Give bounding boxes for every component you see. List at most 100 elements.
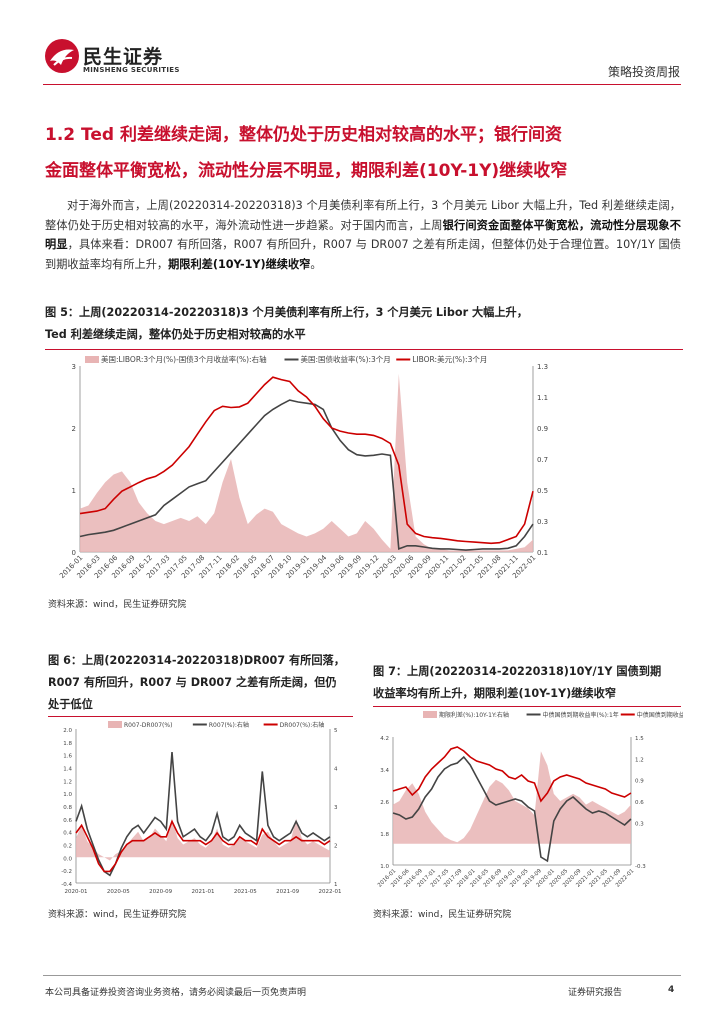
- fig6-x-tick: 2020-05: [107, 889, 130, 895]
- report-type-label: 策略投资周报: [607, 65, 680, 79]
- fig6-x-tick: 2022-01: [319, 889, 342, 895]
- section-heading-line-1: 1.2 Ted 利差继续走阔，整体仍处于历史相对较高的水平；银行间资: [45, 125, 562, 145]
- paragraph-bold-2: 期限利差(10Y-1Y)继续收窄: [168, 257, 311, 271]
- fig7-legend-label: 期限利差(%):10Y-1Y:右轴: [439, 711, 509, 719]
- fig6-rule: [48, 716, 353, 717]
- fig6-title-line-1: 图 6：上周(20220314-20220318)DR007 有所回落，: [48, 654, 345, 667]
- fig5-series-line-1: [79, 399, 534, 551]
- section-heading-line-2: 金面整体平衡宽松，流动性分层不明显，期限利差(10Y-1Y)继续收窄: [45, 161, 568, 181]
- fig6-title: 图 6：上周(20220314-20220318)DR007 有所回落， R00…: [48, 650, 358, 716]
- footer-divider: [43, 975, 681, 976]
- fig6-legend-label: R007-DR007(%): [124, 722, 172, 729]
- fig6-title-line-3: 处于低位: [48, 698, 93, 711]
- fig6-chart: -0.4 -0.2 0.0 0.2 0.4 0.6 0.8 1.0 1.2 1.4 1.6 1.8 2.…: [48, 717, 358, 902]
- fig7-y-tick-left: 1.8: [380, 832, 389, 838]
- page-number: 4: [668, 985, 675, 995]
- fig5-y-tick-right: 0.7: [537, 456, 548, 464]
- fig6-x-tick: 2021-05: [234, 889, 257, 895]
- fig6-source: 资料来源：wind，民生证券研究院: [48, 910, 187, 920]
- fig7-y-tick-right: 1.2: [635, 757, 644, 763]
- fig7-y-tick-left: 1.0: [380, 864, 389, 870]
- fig7-legend-swatch: [423, 711, 437, 718]
- logo-chinese-name: 民生证券: [83, 46, 164, 68]
- fig6-y-tick-left: 1.8: [63, 741, 72, 747]
- fig6-y-tick-right: 3: [334, 805, 338, 811]
- fig6-y-tick-left: 0.8: [63, 805, 72, 811]
- fig6-y-tick-right: 4: [334, 767, 338, 773]
- fig6-legend-label: R007(%):右轴: [209, 721, 249, 729]
- fig5-title: 图 5：上周(20220314-20220318)3 个月美债利率有所上行，3 …: [45, 302, 685, 346]
- fig5-y-tick-right: 1.1: [537, 394, 548, 402]
- fig7-source: 资料来源：wind，民生证券研究院: [373, 910, 512, 920]
- fig7-y-tick-left: 3.4: [380, 768, 389, 774]
- fig7-title-line-1: 图 7：上周(20220314-20220318)10Y/1Y 国债到期: [373, 665, 662, 678]
- fig5-y-tick-left: 1: [72, 487, 76, 495]
- fig6-y-tick-left: 2.0: [63, 728, 72, 734]
- fig6-y-tick-right: 1: [334, 882, 338, 888]
- fig7-y-tick-right: -0.3: [635, 864, 646, 870]
- fig6-series-area-0: [76, 818, 330, 861]
- fig5-series-line-2: [79, 376, 534, 545]
- fig7-rule: [373, 706, 681, 707]
- fig6-series-line-1: [75, 752, 331, 877]
- fig5-y-tick-right: 0.3: [537, 518, 548, 526]
- fig7-y-tick-right: 0.9: [635, 779, 644, 785]
- fig5-series-area-0: [80, 373, 533, 552]
- logo-english-name: MINSHENG SECURITIES: [83, 66, 180, 74]
- fig7-y-tick-left: 4.2: [380, 736, 389, 742]
- fig5-y-tick-right: 0.5: [537, 487, 548, 495]
- fig6-y-tick-left: 0.4: [63, 831, 72, 837]
- fig6-y-tick-left: 1.4: [63, 767, 72, 773]
- fig7-chart: 1.01.82.63.44.2-0.30.30.60.91.21.52016-0…: [373, 707, 683, 902]
- fig6-y-tick-left: 0.0: [63, 856, 72, 862]
- fig5-legend-label: LIBOR:美元(%):3个月: [412, 354, 487, 364]
- fig6-x-tick: 2020-09: [149, 889, 172, 895]
- fig5-legend-label: 美国:国债收益率(%):3个月: [301, 354, 391, 364]
- fig5-y-tick-left: 0: [72, 549, 76, 557]
- fig5-legend-swatch: [85, 356, 99, 363]
- fig6-y-tick-left: 0.6: [63, 818, 72, 824]
- company-logo: 民生证券 MINSHENG SECURITIES: [43, 37, 179, 81]
- fig6-x-tick: 2021-09: [276, 889, 299, 895]
- fig5-y-tick-right: 1.3: [537, 363, 548, 371]
- fig5-source: 资料来源：wind，民生证券研究院: [48, 600, 187, 610]
- fig6-x-tick: 2020-01: [65, 889, 88, 895]
- footer-disclaimer: 本公司具备证券投资咨询业务资格，请务必阅读最后一页免责声明: [45, 988, 307, 998]
- fig7-y-tick-right: 0.6: [635, 800, 644, 806]
- fig7-series-line-2: [392, 746, 632, 803]
- paragraph-text-3: 。: [310, 257, 322, 271]
- paragraph-text-1: 对于海外而言，上周(20220314-20220318)3 个月美债利率有所上行…: [45, 199, 681, 232]
- fig6-y-tick-left: -0.2: [61, 869, 72, 875]
- fig5-chart: 01230.10.30.50.70.91.11.32016-012016-032…: [45, 350, 585, 595]
- fig7-y-tick-left: 2.6: [380, 800, 389, 806]
- fig6-y-tick-left: 1.2: [63, 779, 72, 785]
- fig6-x-tick: 2021-01: [192, 889, 215, 895]
- paragraph-text-2: ，具体来看：DR007 有所回落，R007 有所回升，R007 与 DR007 …: [45, 238, 681, 271]
- fig7-y-tick-right: 1.5: [635, 736, 644, 742]
- fig5-y-tick-left: 2: [72, 425, 76, 433]
- fig6-legend-swatch: [108, 721, 122, 728]
- fig7-title: 图 7：上周(20220314-20220318)10Y/1Y 国债到期 收益率…: [373, 661, 683, 705]
- fig6-y-tick-left: 0.2: [63, 844, 72, 850]
- fig5-y-tick-right: 0.1: [537, 549, 548, 557]
- fig5-title-line-2: Ted 利差继续走阔，整体仍处于历史相对较高的水平: [45, 328, 306, 341]
- body-paragraph: 对于海外而言，上周(20220314-20220318)3 个月美债利率有所上行…: [45, 196, 681, 274]
- fig7-legend-label: 中债国债到期收益率(%):1年: [543, 711, 619, 719]
- fig5-title-line-1: 图 5：上周(20220314-20220318)3 个月美债利率有所上行，3 …: [45, 306, 528, 319]
- footer-report-label: 证券研究报告: [568, 988, 623, 998]
- fig5-y-tick-right: 0.9: [537, 425, 548, 433]
- fig6-title-line-2: R007 有所回升，R007 与 DR007 之差有所走阔，但仍: [48, 676, 337, 689]
- fig6-y-tick-left: 1.6: [63, 754, 72, 760]
- paragraph-bold-1: 银行间资金面整体平衡宽松，流动性分层现象不明显: [45, 218, 681, 252]
- fig6-y-tick-left: -0.4: [61, 882, 72, 888]
- fig7-title-line-2: 收益率均有所上升，期限利差(10Y-1Y)继续收窄: [373, 687, 616, 700]
- fig5-y-tick-left: 3: [72, 363, 76, 371]
- fig5-legend-label: 美国:LIBOR:3个月(%)-国债3个月收益率(%):右轴: [101, 354, 267, 364]
- header-divider: [43, 84, 681, 85]
- fig6-y-tick-right: 5: [334, 728, 338, 734]
- fig6-legend-label: DR007(%):右轴: [280, 721, 325, 729]
- fig6-series-line-2: [75, 819, 331, 873]
- fig7-series-area-0: [393, 751, 631, 844]
- fig7-legend-label: 中债国债到期收益率(%):10年: [637, 711, 683, 719]
- fig5-rule: [45, 349, 683, 350]
